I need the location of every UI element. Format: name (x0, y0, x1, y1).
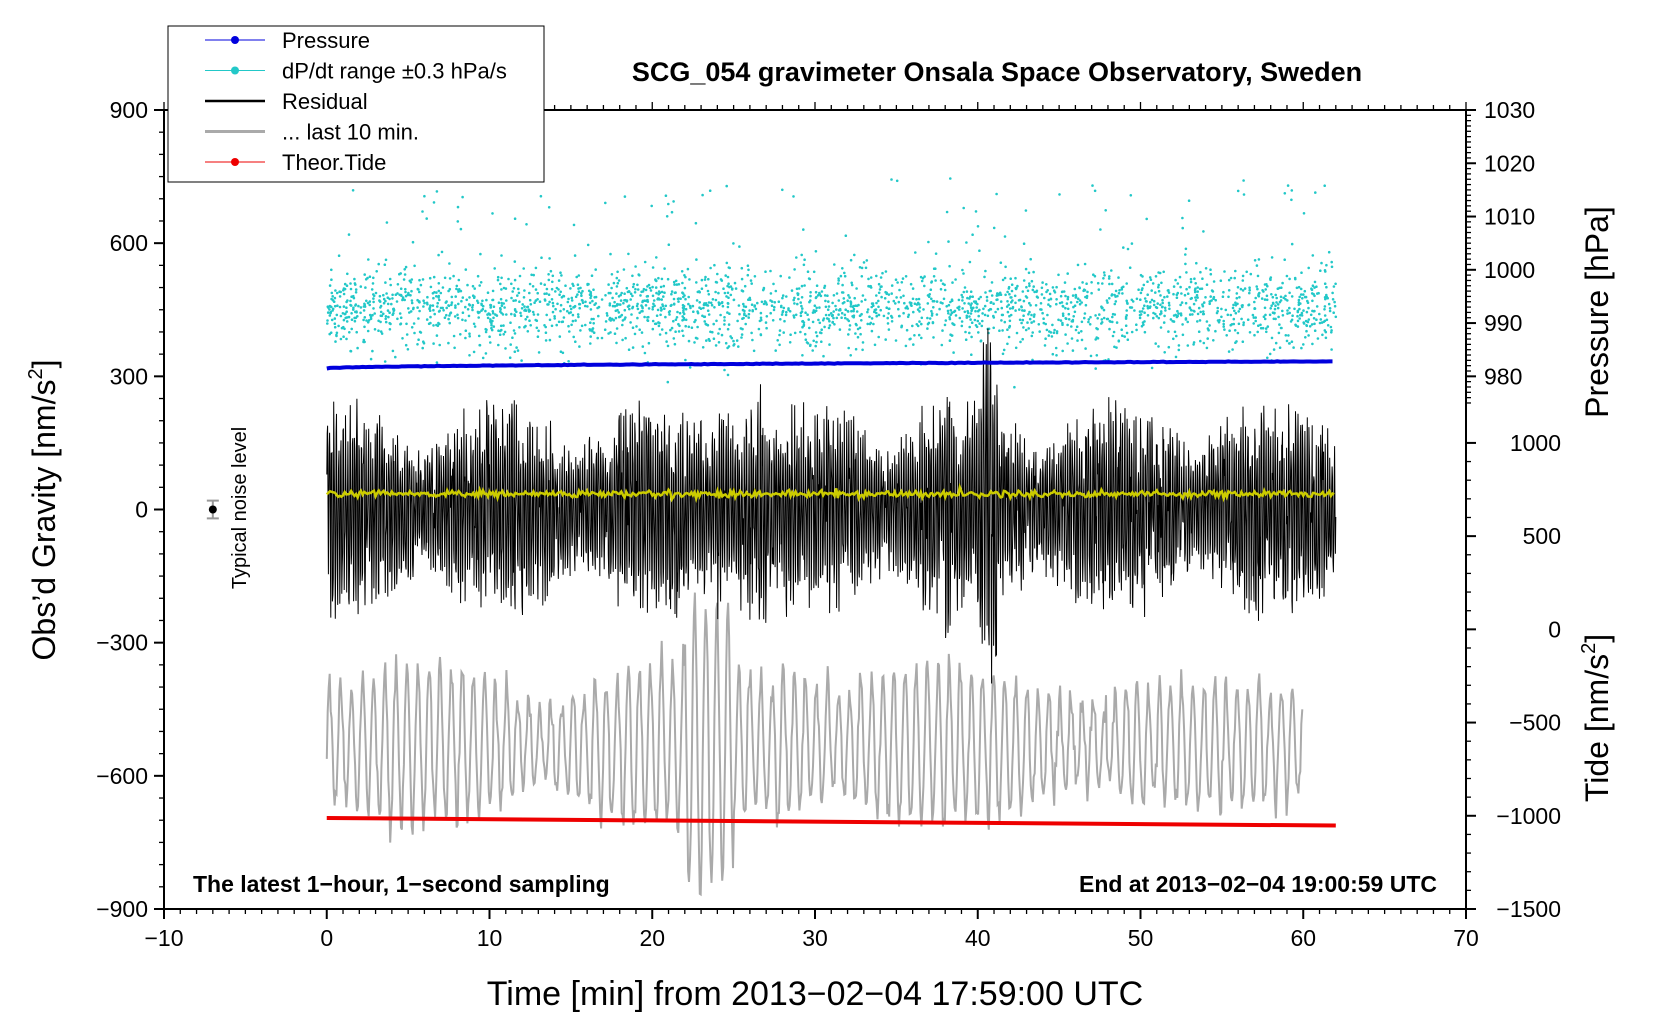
chart-title: SCG_054 gravimeter Onsala Space Observat… (632, 57, 1362, 87)
pressure-series (326, 359, 1333, 371)
legend-label: Theor.Tide (282, 150, 386, 175)
tide-tick-label: 0 (1548, 616, 1561, 642)
pressure-tick-label: 1020 (1484, 150, 1535, 176)
y-axis-label-tide: Tide [nm/s2] (1578, 634, 1615, 802)
annotation-sampling: The latest 1−hour, 1−second sampling (193, 871, 610, 897)
x-axis-label: Time [min] from 2013−02−04 17:59:00 UTC (487, 975, 1143, 1013)
pressure-axis: 1030 1020 1010 1000 990 980 (1466, 97, 1535, 404)
theoretical-tide-line (326, 816, 1336, 828)
residual-line (326, 328, 1337, 684)
x-axis: −10 0 10 20 30 40 50 60 70 (144, 909, 1479, 951)
x-tick-label: 20 (639, 925, 665, 951)
y-axis-label-left: Obs’d Gravity [nm/s2] (25, 360, 62, 661)
pressure-tick-label: 1000 (1484, 257, 1535, 283)
y-tick-label: 0 (135, 497, 148, 523)
legend-marker (231, 36, 239, 44)
y-tick-label: 300 (110, 363, 148, 389)
y-tick-label: 900 (110, 97, 148, 123)
noise-level-label: Typical noise level (229, 427, 251, 589)
legend-marker (231, 66, 239, 75)
noise-point (208, 505, 217, 514)
annotation-end-time: End at 2013−02−04 19:00:59 UTC (1079, 871, 1437, 897)
legend-marker (231, 158, 239, 166)
residual-series (326, 328, 1337, 684)
typical-noise-marker (206, 499, 219, 520)
legend-label: ... last 10 min. (282, 120, 419, 145)
residual-smoothed-line (325, 482, 1335, 504)
x-tick-label: 60 (1290, 925, 1316, 951)
tide-tick-label: 1000 (1510, 430, 1561, 456)
y-axis-label-left-superscript: 2 (25, 368, 47, 379)
tide-tick-label: 500 (1523, 523, 1561, 549)
x-tick-label: 70 (1453, 925, 1479, 951)
x-tick-label: −10 (144, 925, 183, 951)
tide-tick-label: −1000 (1496, 803, 1561, 829)
x-tick-label: 0 (320, 925, 333, 951)
legend-label: Residual (282, 89, 368, 114)
residual-smoothed-series (325, 482, 1335, 504)
y-axis-label-pressure: Pressure [hPa] (1579, 206, 1615, 418)
y-tick-label: 600 (110, 230, 148, 256)
y-tick-label: −300 (96, 630, 148, 656)
pressure-tick-label: 980 (1484, 363, 1522, 389)
x-tick-label: 10 (477, 925, 503, 951)
pressure-tick-label: 990 (1484, 310, 1522, 336)
pressure-tick-label: 1010 (1484, 204, 1535, 230)
tide-axis: 1000 500 0 −500 −1000 −1500 (1466, 430, 1561, 922)
y-axis-left: 900 600 300 0 −300 −600 −900 (96, 97, 164, 922)
x-tick-label: 50 (1128, 925, 1154, 951)
pressure-tick-label: 1030 (1484, 97, 1535, 123)
tide-tick-label: −500 (1509, 710, 1561, 736)
legend: Pressure dP/dt range ±0.3 hPa/s Residual..… (167, 25, 545, 183)
legend-label: Pressure (282, 28, 370, 53)
tide-tick-label: −1500 (1496, 896, 1561, 922)
y-tick-label: −900 (96, 896, 148, 922)
y-axis-label-tide-superscript: 2 (1578, 643, 1600, 654)
last-10-min-series (325, 592, 1304, 897)
x-tick-label: 40 (965, 925, 991, 951)
x-tick-label: 30 (802, 925, 828, 951)
legend-box (167, 25, 545, 183)
last-10-min-line (325, 592, 1304, 897)
theoretical-tide-series (326, 816, 1336, 828)
y-tick-label: −600 (96, 763, 148, 789)
pressure-line (326, 359, 1333, 371)
legend-label: dP/dt range ±0.3 hPa/s (282, 59, 507, 84)
